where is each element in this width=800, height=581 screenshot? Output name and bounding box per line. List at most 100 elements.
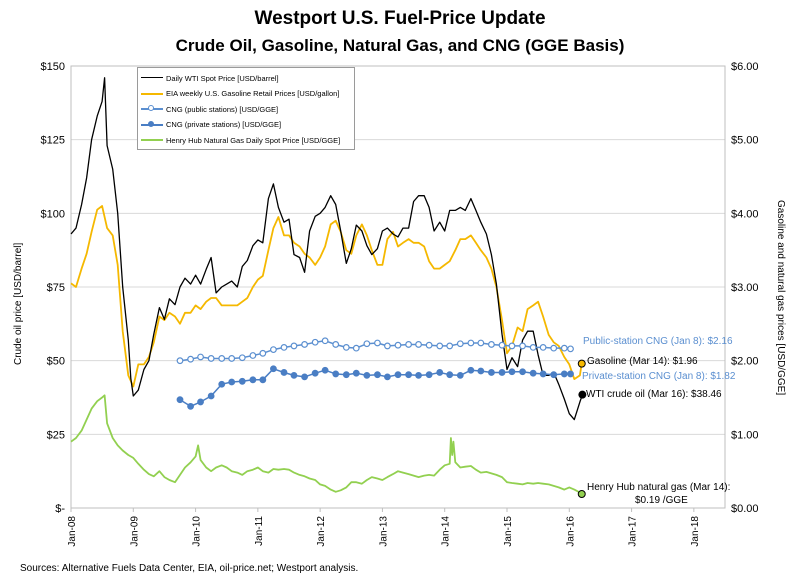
- series-point-3: [446, 371, 454, 379]
- y2-tick-label: $2.00: [731, 356, 759, 368]
- legend-swatch: [141, 73, 163, 83]
- x-tick-label: Jan-17: [628, 516, 639, 547]
- legend-item: Henry Hub Natural Gas Daily Spot Price […: [141, 133, 340, 147]
- x-tick-label: Jan-15: [503, 516, 514, 547]
- y2-tick-label: $5.00: [731, 135, 759, 147]
- x-tick-label: Jan-10: [192, 516, 203, 547]
- chart-subtitle: Crude Oil, Gasoline, Natural Gas, and CN…: [175, 36, 625, 55]
- series-point-2: [280, 344, 288, 351]
- series-point-3: [519, 368, 526, 376]
- series-point-3: [290, 372, 298, 379]
- series-point-3: [498, 369, 506, 376]
- legend-label: Daily WTI Spot Price [USD/barrel]: [166, 73, 279, 83]
- plot-area: [70, 65, 726, 509]
- y-tick-label: $125: [41, 135, 65, 147]
- legend-label: CNG (private stations) [USD/GGE]: [166, 120, 282, 129]
- annotation-label: Gasoline (Mar 14): $1.96: [587, 356, 698, 367]
- y2-tick-label: $0.00: [731, 503, 759, 515]
- series-point-2: [488, 341, 495, 348]
- y2-tick-label: $3.00: [731, 282, 759, 294]
- x-tick-label: Jan-13: [378, 516, 389, 547]
- series-point-2: [228, 355, 236, 362]
- series-point-2: [311, 338, 319, 346]
- series-point-3: [467, 366, 475, 374]
- annotation-label: Public-station CNG (Jan 8): $2.16: [583, 336, 733, 347]
- y-tick-label: $100: [41, 208, 65, 220]
- y-tick-label: $50: [47, 356, 65, 368]
- series-point-3: [218, 380, 226, 388]
- series-point-3: [342, 371, 350, 379]
- series-point-3: [259, 376, 267, 384]
- series-point-3: [394, 371, 402, 379]
- series-point-3: [301, 373, 308, 381]
- series-point-2: [467, 339, 475, 347]
- series-point-2: [405, 341, 412, 348]
- series-point-2: [384, 342, 391, 350]
- series-point-2: [374, 339, 381, 347]
- gasoline-endpoint: [577, 359, 586, 368]
- x-tick-label: Jan-08: [67, 516, 78, 547]
- series-point-2: [436, 342, 444, 350]
- series-point-3: [363, 372, 371, 379]
- series-point-2: [321, 337, 329, 345]
- series-point-3: [321, 366, 329, 374]
- legend-swatch: [141, 120, 163, 130]
- series-point-2: [529, 344, 537, 351]
- legend-item: EIA weekly U.S. Gasoline Retail Prices […: [141, 87, 339, 101]
- legend-swatch: [141, 104, 163, 114]
- series-point-2: [477, 339, 485, 347]
- y-tick-label: $25: [47, 429, 65, 441]
- series-point-3: [197, 398, 204, 406]
- source-note: Sources: Alternative Fuels Data Center, …: [20, 563, 359, 574]
- series-point-2: [301, 341, 308, 348]
- series-point-3: [425, 371, 433, 379]
- y-axis-label-right: Gasoline and natural gas prices [USD/GGE…: [775, 200, 786, 396]
- y2-tick-label: $4.00: [731, 208, 759, 220]
- series-point-3: [488, 369, 495, 376]
- y-tick-label: $150: [41, 61, 65, 73]
- series-point-3: [352, 369, 360, 377]
- chart-title: Westport U.S. Fuel-Price Update: [254, 8, 546, 29]
- series-point-3: [456, 372, 464, 379]
- series-point-2: [218, 355, 226, 362]
- series-point-2: [363, 340, 371, 348]
- annotation-label: Private-station CNG (Jan 8): $1.82: [582, 371, 736, 382]
- series-point-3: [550, 371, 558, 379]
- series-point-2: [342, 344, 350, 351]
- series-point-3: [384, 373, 391, 381]
- series-point-2: [197, 353, 204, 361]
- y-tick-label: $75: [47, 282, 65, 294]
- annotation-label: $0.19 /GGE: [635, 495, 688, 506]
- legend-label: EIA weekly U.S. Gasoline Retail Prices […: [166, 89, 340, 98]
- series-line-4: [70, 394, 583, 495]
- series-point-3: [477, 367, 485, 375]
- series-point-2: [187, 355, 194, 363]
- series-point-2: [394, 341, 402, 349]
- y2-tick-label: $6.00: [731, 61, 759, 73]
- series-point-3: [280, 369, 288, 376]
- series-line-0: [70, 77, 584, 421]
- legend-label: Henry Hub Natural Gas Daily Spot Price […: [166, 135, 341, 145]
- series-point-2: [567, 345, 574, 353]
- series-point-2: [550, 344, 558, 352]
- series-point-3: [560, 370, 568, 378]
- y-axis-label-left: Crude oil price [USD/barrel]: [13, 242, 24, 365]
- series-point-3: [374, 371, 381, 379]
- x-tick-label: Jan-11: [254, 516, 265, 546]
- series-point-3: [529, 369, 537, 377]
- series-point-2: [332, 341, 340, 348]
- series-point-3: [187, 402, 194, 410]
- series-point-3: [207, 392, 215, 400]
- series-point-3: [508, 368, 516, 376]
- series-point-2: [519, 342, 526, 350]
- legend-item: CNG (public stations) [USD/GGE]: [141, 102, 278, 116]
- series-point-2: [207, 355, 215, 362]
- series-point-3: [539, 370, 547, 378]
- x-tick-label: Jan-12: [316, 516, 327, 547]
- y-tick-label: $-: [55, 503, 65, 515]
- series-point-3: [311, 369, 319, 377]
- series-point-3: [405, 371, 412, 379]
- legend-item: CNG (private stations) [USD/GGE]: [141, 118, 281, 132]
- chart-legend: Daily WTI Spot Price [USD/barrel] EIA wee…: [137, 67, 355, 150]
- legend-item: Daily WTI Spot Price [USD/barrel]: [141, 71, 279, 85]
